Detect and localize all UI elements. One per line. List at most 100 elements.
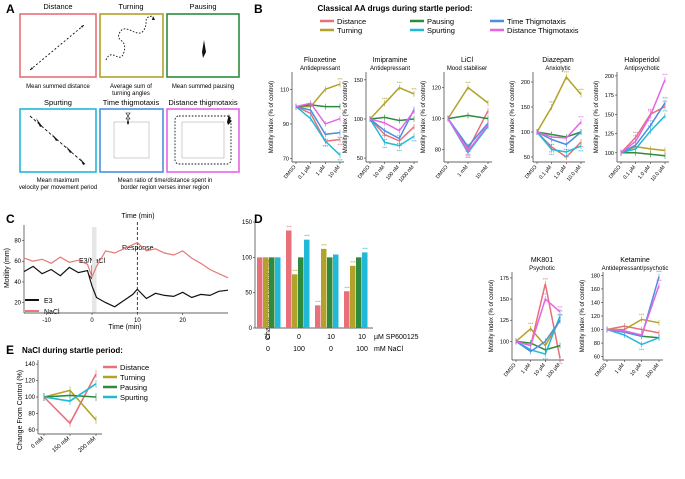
x-tick-label: DMSO [608, 164, 623, 180]
x-tick-label: 10.0 µM [650, 164, 667, 182]
x-tick-label: DMSO [435, 164, 450, 180]
series-line-turning [515, 319, 561, 347]
bar-pausing [298, 257, 304, 328]
y-tick-label: 60 [14, 259, 21, 265]
series-line-pausing [621, 152, 666, 157]
series-line-spurting [369, 118, 415, 147]
significance-mark: *** [656, 279, 662, 284]
x-tick-label: -10 [42, 318, 51, 324]
significance-mark: *** [304, 234, 310, 239]
bar-pausing [327, 257, 333, 328]
significance-mark: *** [397, 149, 403, 154]
box-caption: velocity per movement period [19, 185, 97, 191]
chart-title: Fluoxetine [304, 57, 336, 64]
x-tick-label: 0.1 µM [297, 164, 312, 180]
box-caption: Mean summed pausing [172, 84, 234, 90]
d-row1: 10 [358, 334, 366, 341]
y-tick-label: 150 [354, 78, 363, 84]
chart-subtitle: Antidepressant [370, 66, 410, 72]
significance-mark: *** [633, 134, 639, 139]
svg-text:Pausing: Pausing [120, 383, 147, 392]
x-tick-label: 10 µM [533, 362, 547, 377]
x-tick-label: 1000 nM [398, 164, 416, 183]
bar-turning [292, 274, 298, 328]
significance-mark: *** [397, 81, 403, 86]
significance-mark: *** [648, 119, 654, 124]
significance-mark: *** [648, 109, 654, 114]
y-tick-label: 150 [605, 112, 614, 118]
significance-mark: *** [382, 96, 388, 101]
series-line-turning [536, 75, 582, 133]
box-title: Spurting [44, 98, 72, 107]
y-tick-label: 100 [521, 130, 530, 136]
y-tick-label: 80 [594, 341, 600, 347]
y-tick-label: 100 [242, 255, 253, 261]
series-line-time-thigmotaxis [369, 109, 415, 140]
x-tick-label: 10 nM [372, 164, 386, 179]
panel-c-letter: C [6, 212, 15, 226]
series-line-distance-thigmotaxis [536, 121, 582, 139]
legend-pausing: Pausing [410, 17, 454, 26]
significance-mark: *** [549, 100, 555, 105]
d-row1-unit: µM SP600125 [374, 334, 419, 341]
series-line-distance [620, 105, 666, 154]
significance-mark: *** [528, 322, 534, 327]
box-time-thigmotaxis: Time thigmotaxis [99, 98, 164, 173]
series-line-pausing [295, 104, 340, 108]
x-tick-label: DMSO [503, 362, 518, 378]
box-turning: Turning Average sum of turning angles [99, 2, 164, 97]
x-tick-label: 10.0 µM [566, 164, 583, 182]
y-tick-label: 0 [249, 326, 253, 332]
y-axis-label: Motility Index (% of control) [580, 280, 586, 352]
box-title: Distance [43, 2, 72, 11]
significance-mark: *** [344, 285, 350, 290]
significance-mark: *** [465, 154, 471, 159]
significance-mark: *** [382, 145, 388, 150]
y-tick-label: 100 [605, 151, 614, 157]
d-row2: 0 [329, 346, 333, 353]
svg-text:Distance: Distance [337, 17, 366, 26]
chart-title: Diazepam [542, 57, 574, 64]
d-row2: 100 [293, 346, 305, 353]
significance-mark: *** [648, 107, 654, 112]
box-distance: Distance Mean summed distance [19, 2, 97, 90]
x-tick-label: 0.1 µM [622, 164, 637, 180]
significance-mark: *** [633, 130, 639, 135]
c-ylabel: Motility (mm) [4, 248, 11, 288]
significance-mark: *** [337, 158, 343, 163]
y-tick-label: 70 [283, 157, 289, 163]
y-tick-label: 40 [14, 280, 21, 286]
significance-mark: *** [397, 142, 403, 147]
box-title: Turning [118, 2, 143, 11]
y-axis-label: Motility Index (% of control) [269, 81, 275, 153]
y-tick-label: 140 [25, 362, 36, 368]
significance-mark: *** [323, 144, 329, 149]
significance-mark: *** [549, 143, 555, 148]
x-tick-label: 1 µM [520, 362, 532, 375]
line-chart-mk801: Motility Index (% of control) 100 125 150 17… [489, 272, 564, 380]
significance-mark: *** [292, 268, 298, 273]
box-pausing: Pausing Mean summed pausing [166, 2, 240, 90]
significance-mark: *** [382, 134, 388, 139]
c-response-label: Response [122, 245, 154, 252]
e-ylabel: Change From Control (%) [17, 370, 24, 450]
line-chart-haloperidol: Motility Index (% of control) 100 125 150 17… [594, 72, 669, 183]
legend-distance: Distance [320, 17, 366, 26]
x-tick-label: DMSO [283, 164, 298, 180]
y-axis-label: Motility Index (% of control) [510, 81, 516, 153]
y-tick-label: 110 [280, 87, 289, 93]
x-tick-label: 0.1 µM [538, 164, 553, 180]
legend-dist-thig: Distance Thigmotaxis [490, 26, 579, 35]
significance-mark: *** [543, 277, 549, 282]
significance-mark: *** [557, 361, 563, 366]
y-tick-label: 150 [242, 220, 253, 226]
significance-mark: *** [662, 73, 668, 78]
series-line-e3 [23, 265, 229, 308]
chart-title: LiCl [461, 57, 474, 64]
significance-mark: *** [639, 312, 645, 317]
significance-mark: *** [315, 299, 321, 304]
series-line-distance-thigmotaxis [369, 110, 415, 132]
series-line-time-thigmotaxis [515, 319, 561, 353]
chart-title: Imipramine [373, 57, 408, 64]
